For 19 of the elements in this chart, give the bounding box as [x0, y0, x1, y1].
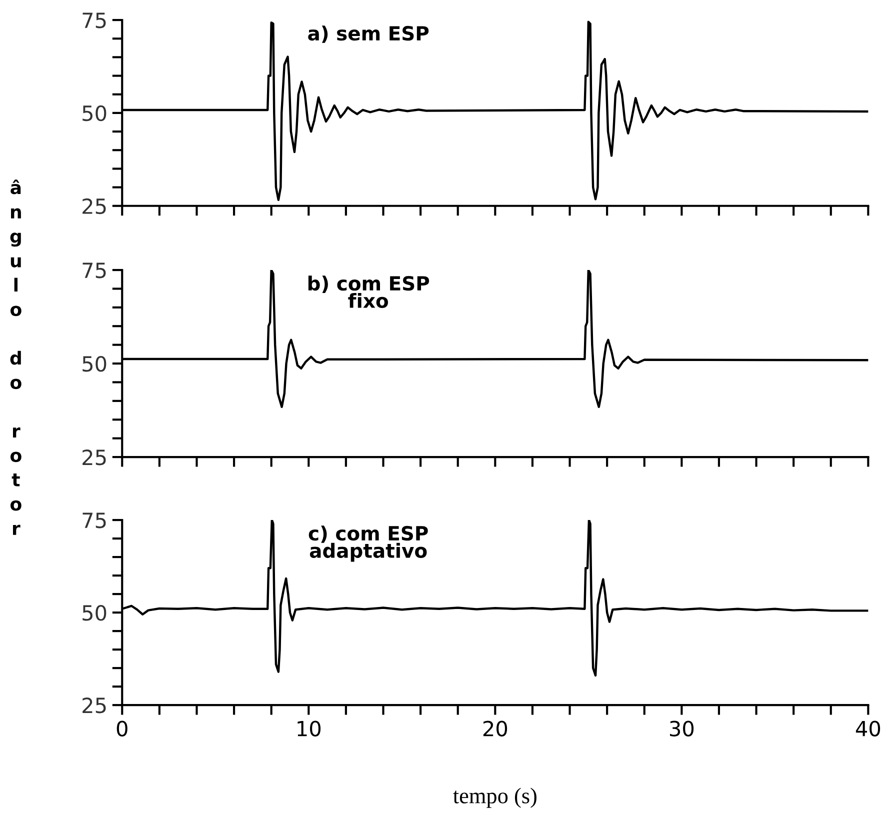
y-tick-label: 50 — [82, 605, 106, 621]
y-tick-label: 25 — [82, 698, 106, 714]
chart-title: a) sem ESP — [308, 26, 429, 43]
y-tick-label: 50 — [82, 356, 106, 372]
y-tick-label: 75 — [82, 512, 106, 528]
text: c) com ESP adaptativo — [308, 526, 428, 562]
text: b) com ESP fixo — [308, 276, 430, 308]
x-tick-label: 0 — [116, 720, 128, 736]
x-tick-label: 40 — [856, 720, 880, 736]
y-tick-label: 75 — [82, 262, 106, 278]
y-tick-label: 25 — [82, 449, 106, 466]
x-tick-label: 20 — [483, 720, 508, 736]
x-tick-label: 10 — [298, 720, 321, 736]
text: ângulo do rotor — [10, 180, 22, 535]
y-tick-label: 50 — [82, 105, 106, 122]
x-tick-label: 30 — [670, 720, 694, 736]
y-tick-label: 25 — [82, 198, 106, 214]
x-axis-title: tempo (s) — [453, 788, 536, 808]
y-tick-label: 75 — [82, 12, 106, 28]
